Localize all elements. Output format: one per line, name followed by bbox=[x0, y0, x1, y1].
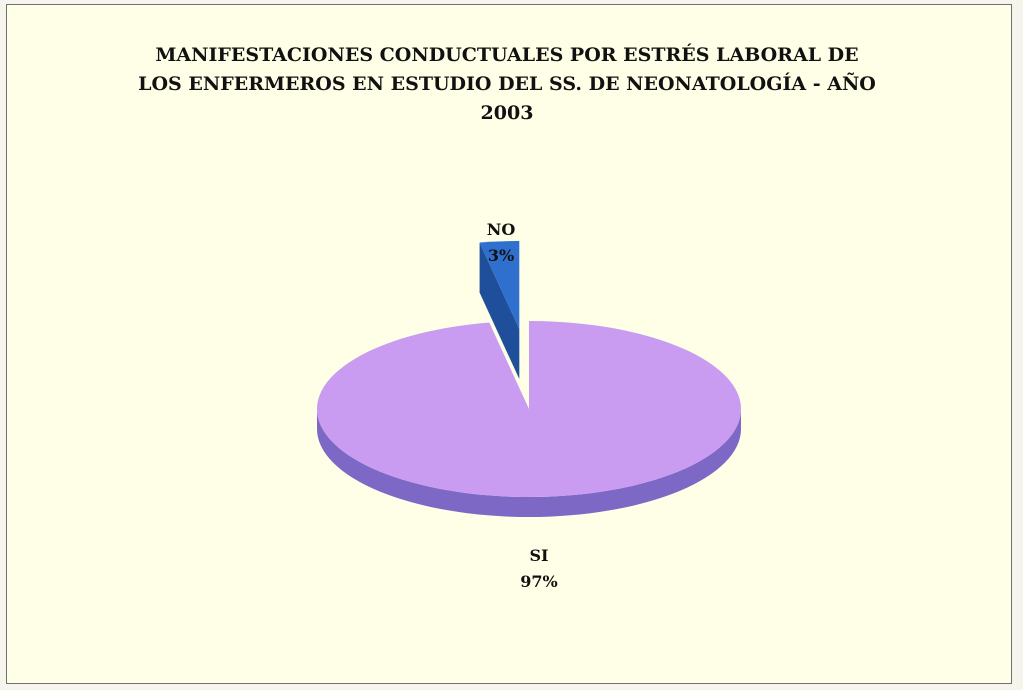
slice-category-no: NO bbox=[486, 220, 516, 239]
slice-label-si: SI 97% bbox=[489, 543, 589, 595]
pie-slice-si bbox=[316, 321, 741, 497]
slice-label-no: NO 3% bbox=[451, 217, 551, 269]
pie-slice-si-side bbox=[317, 409, 741, 517]
chart-area: MANIFESTACIONES CONDUCTUALES POR ESTRÉS … bbox=[6, 4, 1012, 684]
chart-title-line-3: 2003 bbox=[480, 102, 534, 124]
chart-title: MANIFESTACIONES CONDUCTUALES POR ESTRÉS … bbox=[107, 41, 907, 128]
chart-title-line-2: LOS ENFERMEROS EN ESTUDIO DEL SS. DE NEO… bbox=[138, 73, 876, 95]
slice-percent-no: 3% bbox=[487, 246, 515, 265]
slice-percent-si: 97% bbox=[520, 572, 558, 591]
pie-slice-no-side bbox=[479, 242, 520, 379]
slice-category-si: SI bbox=[529, 546, 549, 565]
pie-chart bbox=[316, 241, 741, 517]
pie-slice-no bbox=[479, 241, 520, 329]
chart-title-line-1: MANIFESTACIONES CONDUCTUALES POR ESTRÉS … bbox=[155, 44, 859, 66]
